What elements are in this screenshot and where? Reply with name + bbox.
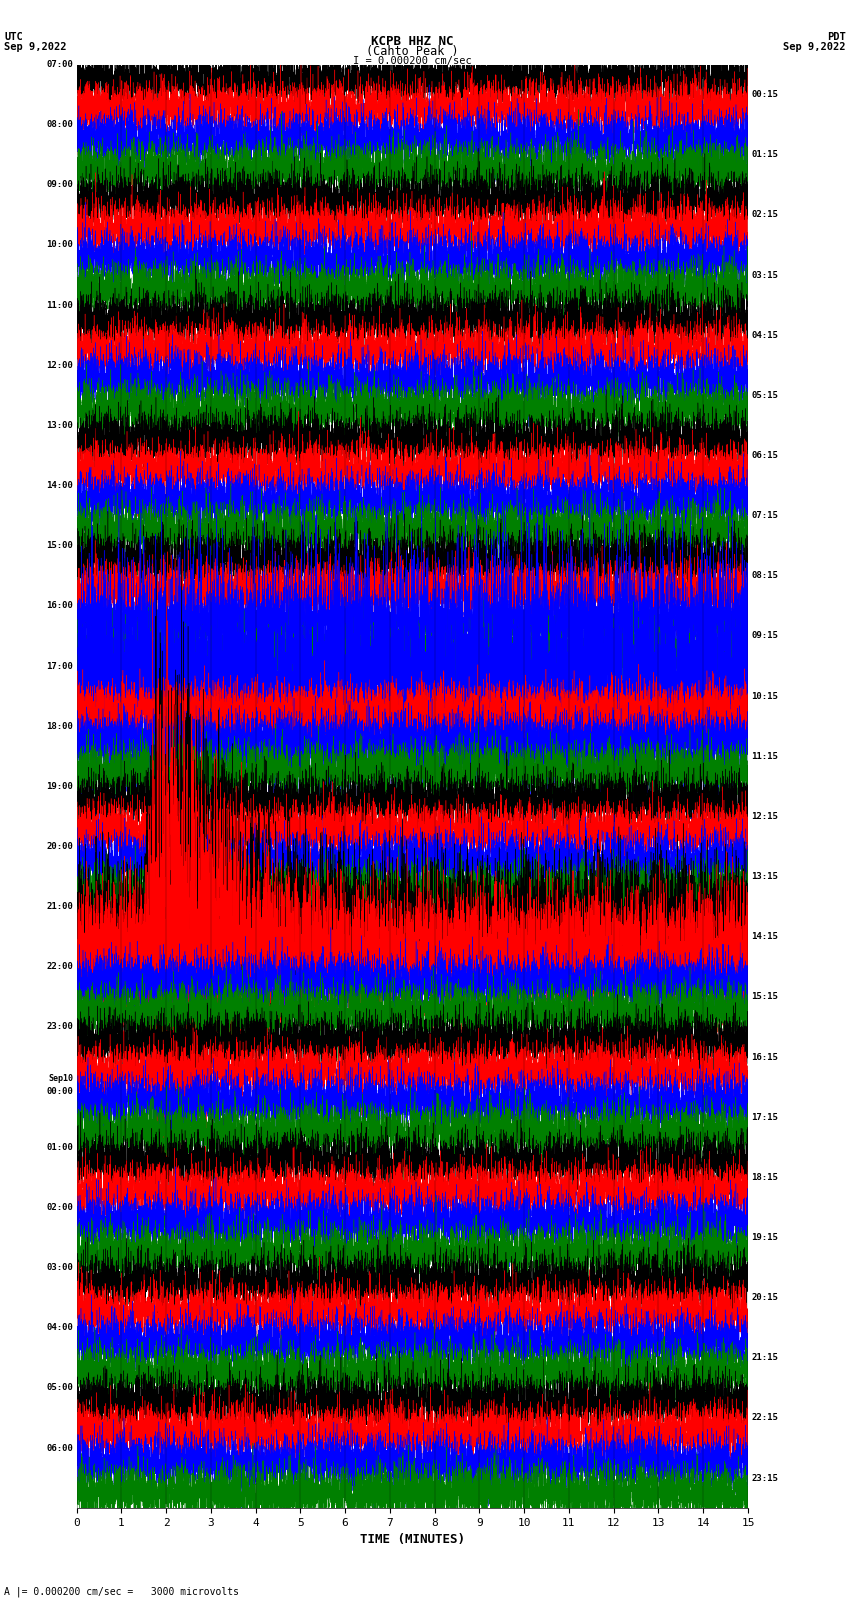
Text: 04:00: 04:00 <box>46 1323 73 1332</box>
Text: 12:15: 12:15 <box>751 811 779 821</box>
Text: 11:15: 11:15 <box>751 752 779 761</box>
Text: 16:15: 16:15 <box>751 1053 779 1061</box>
Text: 02:00: 02:00 <box>46 1203 73 1211</box>
Text: 15:00: 15:00 <box>46 542 73 550</box>
Text: 21:15: 21:15 <box>751 1353 779 1363</box>
Text: 17:15: 17:15 <box>751 1113 779 1121</box>
Text: 00:15: 00:15 <box>751 90 779 98</box>
Text: 22:00: 22:00 <box>46 963 73 971</box>
Text: KCPB HHZ NC: KCPB HHZ NC <box>371 35 454 48</box>
Text: 19:15: 19:15 <box>751 1232 779 1242</box>
Text: I = 0.000200 cm/sec: I = 0.000200 cm/sec <box>353 56 472 66</box>
Text: 12:00: 12:00 <box>46 361 73 369</box>
Text: 18:00: 18:00 <box>46 721 73 731</box>
Text: 03:00: 03:00 <box>46 1263 73 1273</box>
Text: Sep 9,2022: Sep 9,2022 <box>783 42 846 52</box>
Text: 01:15: 01:15 <box>751 150 779 160</box>
Text: 21:00: 21:00 <box>46 902 73 911</box>
Text: 20:15: 20:15 <box>751 1294 779 1302</box>
Text: A |= 0.000200 cm/sec =   3000 microvolts: A |= 0.000200 cm/sec = 3000 microvolts <box>4 1586 239 1597</box>
Text: 07:00: 07:00 <box>46 60 73 69</box>
Text: Sep10: Sep10 <box>48 1074 73 1082</box>
Text: 13:15: 13:15 <box>751 873 779 881</box>
Text: 04:15: 04:15 <box>751 331 779 340</box>
Text: 17:00: 17:00 <box>46 661 73 671</box>
Text: 05:15: 05:15 <box>751 390 779 400</box>
Text: 09:15: 09:15 <box>751 631 779 640</box>
Text: 00:00: 00:00 <box>46 1087 73 1097</box>
Text: 08:15: 08:15 <box>751 571 779 581</box>
Text: 14:00: 14:00 <box>46 481 73 490</box>
Text: 15:15: 15:15 <box>751 992 779 1002</box>
Text: 16:00: 16:00 <box>46 602 73 610</box>
Text: 06:15: 06:15 <box>751 452 779 460</box>
Text: 14:15: 14:15 <box>751 932 779 942</box>
Text: 23:00: 23:00 <box>46 1023 73 1031</box>
Text: 07:15: 07:15 <box>751 511 779 519</box>
Text: 10:00: 10:00 <box>46 240 73 250</box>
Text: 19:00: 19:00 <box>46 782 73 790</box>
Text: 11:00: 11:00 <box>46 300 73 310</box>
Text: UTC: UTC <box>4 32 23 42</box>
Text: 05:00: 05:00 <box>46 1384 73 1392</box>
Text: 09:00: 09:00 <box>46 181 73 189</box>
X-axis label: TIME (MINUTES): TIME (MINUTES) <box>360 1534 465 1547</box>
Text: PDT: PDT <box>827 32 846 42</box>
Text: Sep 9,2022: Sep 9,2022 <box>4 42 67 52</box>
Text: (Cahto Peak ): (Cahto Peak ) <box>366 45 458 58</box>
Text: 01:00: 01:00 <box>46 1142 73 1152</box>
Text: 13:00: 13:00 <box>46 421 73 431</box>
Text: 08:00: 08:00 <box>46 121 73 129</box>
Text: 18:15: 18:15 <box>751 1173 779 1182</box>
Text: 06:00: 06:00 <box>46 1444 73 1452</box>
Text: 03:15: 03:15 <box>751 271 779 279</box>
Text: 10:15: 10:15 <box>751 692 779 700</box>
Text: 23:15: 23:15 <box>751 1474 779 1482</box>
Text: 02:15: 02:15 <box>751 210 779 219</box>
Text: 20:00: 20:00 <box>46 842 73 852</box>
Text: 22:15: 22:15 <box>751 1413 779 1423</box>
